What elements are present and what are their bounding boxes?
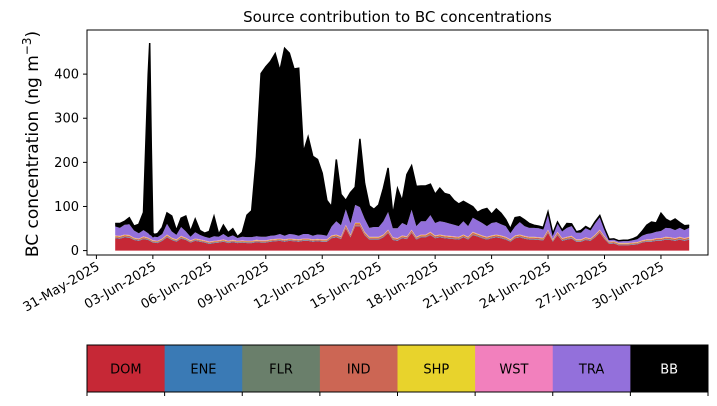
y-axis-label: BC concentration (ng m−3) <box>20 31 43 257</box>
legend-swatch-shp <box>397 345 476 392</box>
chart-title: Source contribution to BC concentrations <box>243 8 552 26</box>
legend-label-tra: TRA <box>578 363 604 378</box>
legend-label-wst: WST <box>499 363 528 378</box>
area-series-bb <box>115 43 690 242</box>
legend-label-dom: DOM <box>110 363 141 378</box>
area-series-group <box>115 42 690 251</box>
y-tick-label: 200 <box>54 156 79 171</box>
legend-label-flr: FLR <box>269 363 293 378</box>
y-axis-label-main: BC concentration (ng m <box>23 55 43 257</box>
x-axis: 31-May-202503-Jun-202506-Jun-202509-Jun-… <box>21 255 667 315</box>
legend-label-bb: BB <box>660 363 678 378</box>
area-series-dom <box>115 226 690 251</box>
y-tick-label: 0 <box>71 244 79 259</box>
legend-swatch-tra <box>552 345 631 392</box>
area-series-tra <box>115 204 690 243</box>
y-axis-label-sup: −3 <box>20 37 34 55</box>
legend-swatch-bb <box>630 345 709 392</box>
legend-swatch-flr <box>242 345 321 392</box>
y-tick-label: 400 <box>54 68 79 83</box>
legend-label-shp: SHP <box>423 363 449 378</box>
legend-label-ene: ENE <box>190 363 216 378</box>
legend-swatch-ene <box>164 345 243 392</box>
y-tick-label: 300 <box>54 112 79 127</box>
svg-text:BC concentration (ng m−3): BC concentration (ng m−3) <box>20 31 43 257</box>
legend-color-bar: DOM ENE FLR IND SHP WST TRA BB <box>86 344 709 396</box>
total-outline-line <box>115 42 690 242</box>
legend-label-ind: IND <box>347 363 371 378</box>
y-tick-label: 100 <box>54 200 79 215</box>
legend-swatch-ind <box>319 345 398 392</box>
y-axis: 0 100 200 300 400 <box>54 68 87 259</box>
legend-swatch-dom <box>87 345 166 392</box>
plot-frame <box>86 29 709 256</box>
y-axis-label-close: ) <box>23 31 43 38</box>
legend-swatch-wst <box>475 345 554 392</box>
